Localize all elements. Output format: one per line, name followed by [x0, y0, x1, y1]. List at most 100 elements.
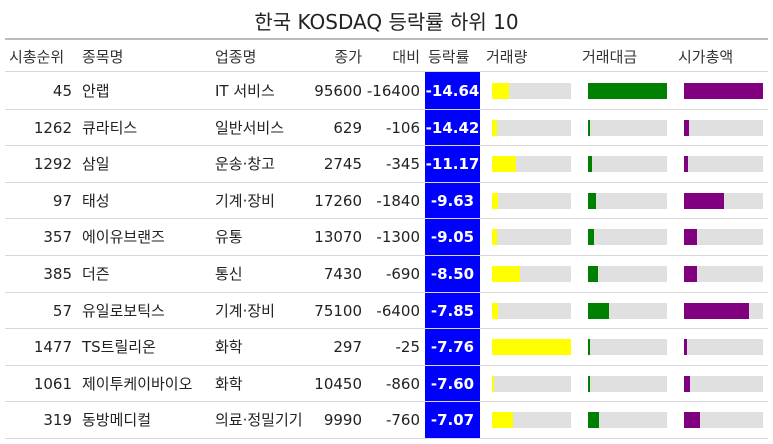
row-divider: [5, 291, 768, 293]
volume-bar: [492, 119, 497, 136]
trade-value-bar: [588, 83, 667, 99]
market-cap-bar-track: [684, 192, 763, 209]
market-cap-bar-track: [684, 339, 763, 356]
volume-bar-track: [492, 375, 571, 392]
market-cap-bar: [684, 412, 700, 429]
change-cell: -11.17: [425, 155, 480, 174]
volume-bar-track: [492, 412, 571, 429]
market-cap-bar: [684, 302, 749, 319]
rank-cell: 1477: [33, 338, 72, 357]
volume-bar: [492, 229, 497, 246]
rank-cell: 97: [52, 191, 72, 210]
volume-bar-track: [492, 266, 571, 282]
header-name: 종목명: [82, 48, 124, 66]
sector-cell: 기계·장비: [215, 191, 275, 210]
trade-value-bar: [588, 339, 590, 356]
header-divider: [5, 71, 768, 72]
rank-cell: 1262: [33, 118, 72, 137]
close-cell: 2745: [323, 155, 362, 174]
volume-bar-track: [492, 192, 571, 209]
trade-value-bar-track: [588, 119, 667, 136]
sector-cell: 유통: [215, 228, 243, 247]
name-cell: 안랩: [82, 82, 110, 100]
market-cap-bar-track: [684, 412, 763, 429]
trade-value-bar-track: [588, 229, 667, 246]
close-cell: 17260: [314, 191, 362, 210]
volume-bar: [492, 83, 510, 99]
trade-value-bar-track: [588, 302, 667, 319]
close-cell: 95600: [314, 82, 362, 100]
header-change: 등락률: [428, 48, 470, 66]
close-cell: 10450: [314, 374, 362, 393]
rank-cell: 45: [52, 82, 72, 100]
trade-value-bar-track: [588, 339, 667, 356]
trade-value-bar-track: [588, 266, 667, 282]
volume-bar: [492, 192, 499, 209]
volume-bar: [492, 302, 499, 319]
close-cell: 629: [333, 118, 362, 137]
close-cell: 7430: [323, 265, 362, 283]
trade-value-bar-track: [588, 83, 667, 99]
change-cell: -14.42: [425, 118, 480, 137]
rank-cell: 1061: [33, 374, 72, 393]
market-cap-bar: [684, 266, 697, 282]
trade-value-bar-track: [588, 192, 667, 209]
diff-cell: -345: [385, 155, 420, 174]
header-market-cap: 시가총액: [678, 48, 734, 66]
name-cell: 삼일: [82, 155, 110, 174]
volume-bar: [492, 339, 571, 356]
volume-bar-track: [492, 119, 571, 136]
change-cell: -7.07: [430, 411, 475, 430]
change-cell: -14.64: [425, 82, 480, 100]
close-cell: 13070: [314, 228, 362, 247]
row-divider: [5, 438, 768, 439]
change-cell: -9.05: [430, 228, 475, 247]
diff-cell: -25: [395, 338, 421, 357]
trade-value-bar: [588, 192, 596, 209]
volume-bar: [492, 412, 514, 429]
header-sector: 업종명: [215, 48, 257, 66]
sector-cell: 화학: [215, 374, 243, 393]
sector-cell: 운송·창고: [215, 155, 275, 174]
diff-cell: -760: [385, 411, 420, 430]
market-cap-bar-track: [684, 229, 763, 246]
row-divider: [5, 108, 768, 110]
header-rank: 시총순위: [9, 48, 65, 66]
name-cell: 큐라티스: [82, 118, 138, 137]
row-divider: [5, 218, 768, 220]
change-cell: -9.63: [430, 191, 475, 210]
row-divider: [5, 364, 768, 366]
close-cell: 9990: [323, 411, 362, 430]
diff-cell: -690: [385, 265, 420, 283]
row-divider: [5, 181, 768, 183]
sector-cell: 화학: [215, 338, 243, 357]
trade-value-bar-track: [588, 412, 667, 429]
volume-bar: [492, 266, 521, 282]
name-cell: 에이유브랜즈: [82, 228, 165, 247]
header-trade-value: 거래대금: [582, 48, 638, 66]
market-cap-bar-track: [684, 302, 763, 319]
diff-cell: -6400: [376, 301, 420, 320]
volume-bar-track: [492, 229, 571, 246]
sector-cell: 일반서비스: [215, 118, 285, 137]
diff-cell: -1840: [376, 191, 420, 210]
trade-value-bar: [588, 302, 609, 319]
name-cell: 동방메디컬: [82, 411, 152, 430]
name-cell: TS트릴리온: [82, 338, 156, 357]
market-cap-bar: [684, 119, 689, 136]
chart-title: 한국 KOSDAQ 등락률 하위 10: [254, 10, 519, 34]
change-cell: -7.76: [430, 338, 475, 357]
name-cell: 태성: [82, 191, 110, 210]
trade-value-bar-track: [588, 375, 667, 392]
diff-cell: -1300: [376, 228, 420, 247]
diff-cell: -106: [385, 118, 420, 137]
market-cap-bar-track: [684, 156, 763, 173]
trade-value-bar-track: [588, 156, 667, 173]
trade-value-bar: [588, 412, 600, 429]
market-cap-bar-track: [684, 83, 763, 99]
row-divider: [5, 145, 768, 147]
name-cell: 유일로보틱스: [82, 301, 165, 320]
market-cap-bar: [684, 229, 698, 246]
title-divider: [5, 38, 768, 40]
